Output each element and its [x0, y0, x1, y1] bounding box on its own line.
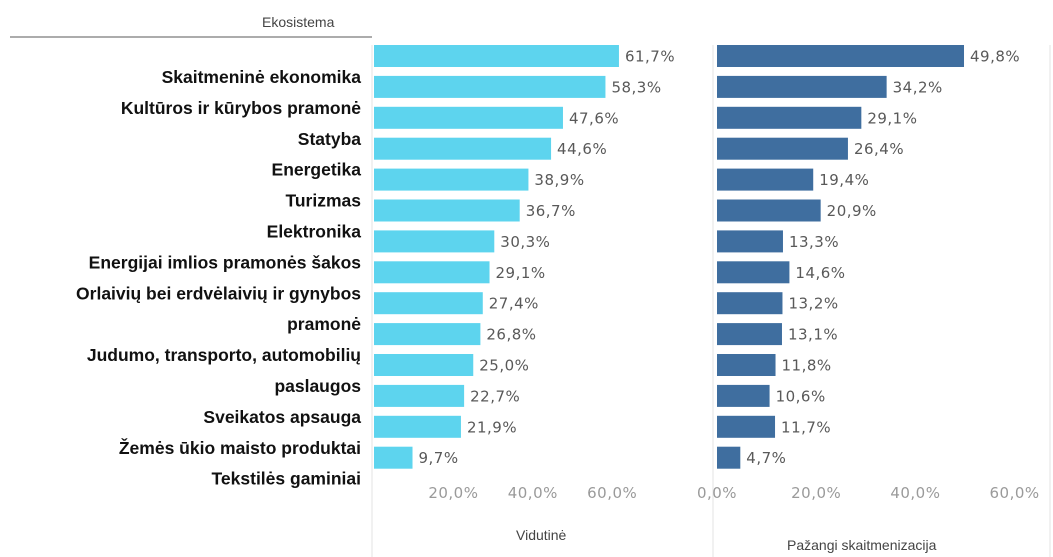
- category-label: paslaugos: [274, 376, 361, 396]
- bar: [374, 137, 552, 160]
- data-label: 14,6%: [795, 264, 845, 282]
- data-label: 13,2%: [788, 295, 838, 313]
- panel-pazangi-skaitmenizacija: 49,8% 34,2% 29,1% 26,4% 19,4% 20,9% 13,3% 14,6%…: [697, 45, 1040, 502]
- data-label: 26,4%: [854, 140, 904, 158]
- data-label: 20,9%: [827, 202, 877, 220]
- bar: [374, 168, 529, 191]
- bar: [717, 384, 770, 407]
- category-label: Kultūros ir kūrybos pramonė: [121, 98, 361, 118]
- bar: [717, 45, 965, 67]
- bar: [717, 415, 776, 438]
- category-label: Energijai imlios pramonės šakos: [89, 252, 362, 272]
- category-label: Elektronika: [267, 222, 362, 242]
- data-label: 34,2%: [893, 78, 943, 96]
- data-label: 49,8%: [970, 48, 1020, 66]
- category-label: Energetika: [272, 160, 362, 180]
- data-label: 38,9%: [534, 171, 584, 189]
- x-tick-label: 40,0%: [508, 484, 558, 502]
- data-label: 61,7%: [625, 48, 675, 66]
- chart-header: Ekosistema: [10, 14, 372, 38]
- category-label: Tekstilės gaminiai: [212, 469, 361, 489]
- bar: [717, 261, 790, 284]
- bar: [374, 45, 619, 67]
- data-label: 25,0%: [479, 357, 529, 375]
- panel-name-vidutine: Vidutinė: [516, 527, 567, 543]
- category-label: Turizmas: [285, 191, 361, 211]
- bar: [374, 354, 474, 376]
- bar: [717, 199, 821, 222]
- data-label: 9,7%: [419, 449, 459, 467]
- bar: [374, 415, 461, 438]
- bar: [374, 446, 413, 469]
- x-tick-label: 20,0%: [428, 484, 478, 502]
- x-tick-label: 60,0%: [587, 484, 637, 502]
- bar: [374, 199, 520, 222]
- bar: [717, 168, 814, 191]
- bar: [717, 292, 783, 315]
- bar: [374, 261, 490, 284]
- data-label: 13,3%: [789, 233, 839, 251]
- data-label: 19,4%: [819, 171, 869, 189]
- category-label: Judumo, transporto, automobilių: [87, 345, 361, 365]
- data-label: 11,7%: [781, 418, 831, 436]
- data-label: 22,7%: [470, 387, 520, 405]
- x-tick-label: 60,0%: [990, 484, 1040, 502]
- bar: [717, 354, 776, 376]
- data-label: 26,8%: [486, 326, 536, 344]
- category-labels: Skaitmeninė ekonomika Kultūros ir kūrybos…: [76, 67, 361, 489]
- category-label: Sveikatos apsauga: [203, 407, 361, 427]
- category-label: Statyba: [298, 129, 361, 149]
- bar: [717, 75, 887, 98]
- x-tick-label: 40,0%: [890, 484, 940, 502]
- category-label: Žemės ūkio maisto produktai: [119, 437, 361, 458]
- category-label: Skaitmeninė ekonomika: [162, 67, 362, 87]
- data-label: 58,3%: [611, 78, 661, 96]
- data-label: 29,1%: [496, 264, 546, 282]
- data-label: 29,1%: [867, 109, 917, 127]
- data-label: 44,6%: [557, 140, 607, 158]
- panel-name-pazangi-skaitmenizacija: Pažangi skaitmenizacija: [787, 537, 937, 553]
- bar: [374, 75, 606, 98]
- data-label: 10,6%: [776, 387, 826, 405]
- category-label: Orlaivių bei erdvėlaivių ir gynybos: [76, 283, 361, 303]
- category-label: pramonė: [287, 314, 361, 334]
- data-label: 47,6%: [569, 109, 619, 127]
- data-label: 36,7%: [526, 202, 576, 220]
- bar: [717, 323, 782, 346]
- bar: [374, 384, 465, 407]
- data-label: 30,3%: [500, 233, 550, 251]
- data-label: 27,4%: [489, 295, 539, 313]
- x-tick-label: 20,0%: [791, 484, 841, 502]
- x-tick-label: 0,0%: [697, 484, 737, 502]
- panel-vidutine: 61,7% 58,3% 47,6% 44,6% 38,9% 36,7% 30,3% 29,1%…: [374, 45, 675, 502]
- bar: [374, 230, 495, 253]
- ecosystem-header-label: Ekosistema: [262, 14, 335, 30]
- bar: [717, 137, 848, 160]
- data-label: 13,1%: [788, 326, 838, 344]
- data-label: 4,7%: [746, 449, 786, 467]
- bar: [374, 323, 481, 346]
- data-label: 21,9%: [467, 418, 517, 436]
- data-label: 11,8%: [782, 357, 832, 375]
- bar: [717, 106, 862, 129]
- bar: [374, 292, 483, 315]
- bar: [717, 446, 741, 469]
- bar: [717, 230, 783, 253]
- bar: [374, 106, 563, 129]
